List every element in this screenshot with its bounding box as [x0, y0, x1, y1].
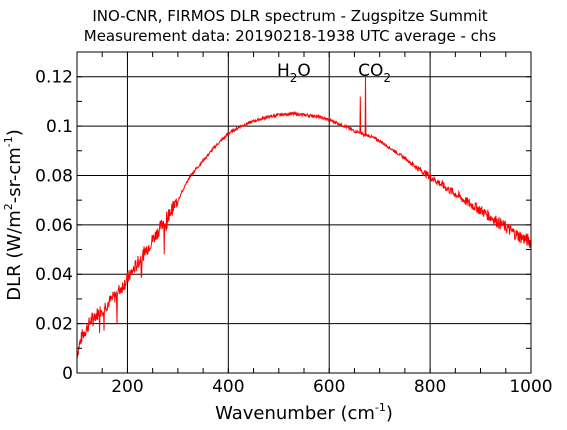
y-tick-label: 0.1: [46, 117, 73, 137]
x-axis-label-main: Wavenumber (cm: [215, 403, 375, 424]
y-axis-label-sup-1: 2: [2, 203, 15, 210]
y-axis-label-main: DLR (W/m: [4, 210, 25, 301]
y-tick-label: 0.02: [35, 315, 73, 335]
x-tick-label: 1000: [509, 377, 552, 397]
y-tick-label: 0.04: [35, 265, 73, 285]
band-annotation: CO2: [358, 61, 391, 85]
chart-title: INO-CNR, FIRMOS DLR spectrum - Zugspitze…: [92, 7, 487, 25]
y-tick-label: 0: [62, 364, 73, 384]
chart-subtitle: Measurement data: 20190218-1938 UTC aver…: [84, 27, 497, 45]
x-tick-label: 400: [212, 377, 244, 397]
x-axis-label-sup: -1: [375, 401, 386, 414]
y-axis-label-end: ): [4, 129, 25, 136]
y-tick-label: 0.12: [35, 68, 73, 88]
dlr-series-line: [76, 74, 532, 358]
x-axis-label-end: ): [386, 403, 393, 424]
band-annotation: H2O: [277, 61, 311, 85]
x-tick-label: 600: [313, 377, 345, 397]
x-tick-label: 200: [111, 377, 143, 397]
x-axis-label: Wavenumber (cm-1): [215, 401, 393, 424]
tick-layer: 200 400 600 800 1000 0 0.02 0.04 0.06 0.08 0.1 0.12: [35, 51, 553, 397]
y-axis-label: DLR (W/m2-sr-cm-1): [2, 129, 25, 301]
y-tick-label: 0.08: [35, 166, 73, 186]
x-tick-label: 800: [414, 377, 446, 397]
y-axis-label-sup-2: -1: [2, 136, 15, 147]
grid: [77, 52, 532, 374]
annotation-layer: H2O CO2: [277, 61, 391, 85]
y-axis-label-mid: -sr-cm: [4, 147, 25, 203]
y-tick-label: 0.06: [35, 216, 73, 236]
plot-frame: [76, 51, 532, 374]
series-layer: [76, 74, 532, 358]
